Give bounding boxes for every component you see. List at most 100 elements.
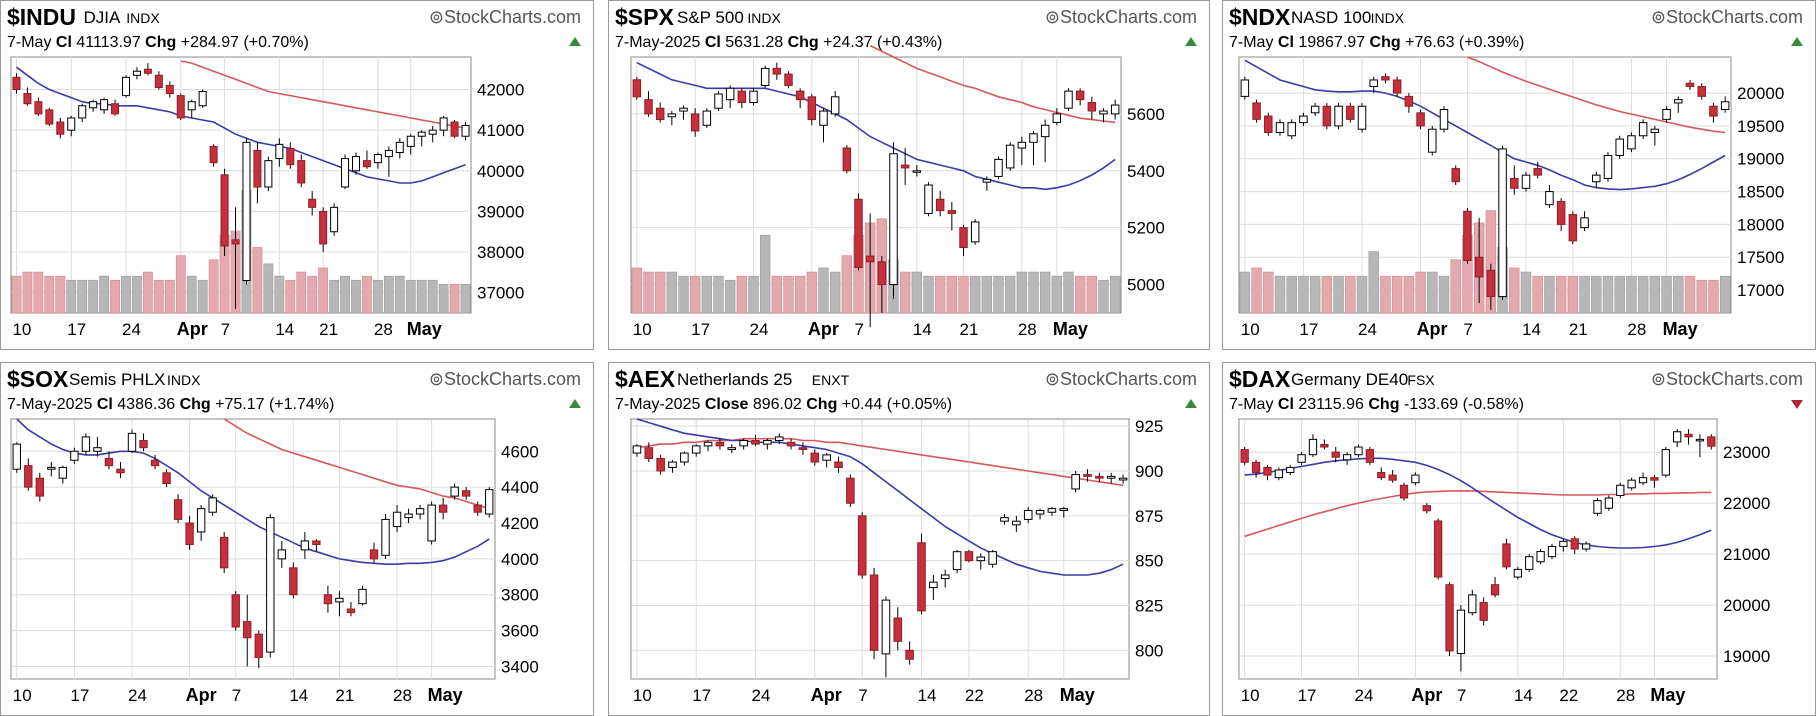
candle-body [988, 551, 997, 565]
volume-bar [841, 255, 853, 314]
candle-up [266, 514, 275, 658]
candle-up [924, 182, 933, 217]
candle-up [702, 108, 712, 129]
candle-up [1017, 136, 1027, 166]
candle-up [1052, 108, 1062, 126]
candle-body [655, 107, 665, 121]
candle-body [185, 522, 194, 546]
chart-panel-aex[interactable]: $AEX Netherlands 25 ENXT ⊚StockCharts.com 7-… [608, 362, 1210, 716]
chart-panel-dax[interactable]: $DAX Germany DE40 FSX ⊚StockCharts.com 7-May… [1222, 362, 1816, 716]
chart-panel-indu[interactable]: $INDU DJIA INDX ⊚StockCharts.com 7-May Cl 41… [0, 0, 594, 350]
volume-bar [55, 275, 66, 314]
chart-info-line: 7-May Cl 19867.97 Chg +76.63 (+0.39%) [1229, 34, 1524, 51]
candle-down [1502, 538, 1511, 570]
candle-body [798, 447, 808, 450]
candle-body [924, 184, 933, 214]
candle-body [35, 477, 44, 497]
candle-up [929, 575, 938, 601]
candle-body [1388, 474, 1397, 481]
chart-name: S&P 500 [677, 8, 744, 27]
volume-bar [1309, 275, 1321, 314]
candle-down [1463, 207, 1472, 264]
candle-body [1593, 500, 1602, 514]
x-tick-label: 21 [1569, 320, 1588, 339]
candle-body [351, 156, 361, 172]
y-tick-label: 23000 [1723, 443, 1770, 462]
candle-body [1377, 472, 1386, 479]
candle-body [1559, 540, 1568, 547]
y-tick-label: 825 [1135, 596, 1163, 615]
candle-down [795, 88, 805, 109]
candle-down [1568, 211, 1578, 245]
candle-up [1525, 554, 1534, 572]
volume-bar [631, 267, 643, 314]
candle-up [1357, 102, 1367, 133]
volume-bar [969, 275, 981, 314]
candle-body [1411, 474, 1420, 484]
chart-panel-sox[interactable]: $SOX Semis PHLX INDX ⊚StockCharts.com 7-May-… [0, 362, 594, 716]
candle-body [1052, 113, 1062, 123]
chart-exchange: INDX [1371, 10, 1405, 26]
candle-up [461, 122, 470, 141]
candle-down [1331, 447, 1340, 463]
candle-body [1456, 609, 1466, 655]
candle-body [1110, 104, 1120, 115]
candle-body [1264, 115, 1273, 133]
candle-down [1365, 447, 1375, 465]
candle-up [739, 438, 748, 450]
trend-up-icon [1185, 37, 1197, 46]
candle-body [751, 440, 760, 445]
y-tick-label: 5400 [1127, 162, 1165, 181]
candle-up [830, 91, 840, 117]
volume-bar [77, 279, 88, 314]
chart-panel-ndx[interactable]: $NDX NASD 100 INDX ⊚StockCharts.com 7-May Cl… [1222, 0, 1816, 350]
candle-up [1334, 102, 1343, 130]
candle-up [774, 433, 784, 445]
chart-watermark: ⊚StockCharts.com [1045, 7, 1197, 27]
candle-body [1451, 168, 1460, 183]
candle-down [905, 641, 914, 665]
volume-bar [121, 275, 131, 314]
chart-panel-spx[interactable]: $SPX S&P 500 INDX ⊚StockCharts.com 7-May-202… [608, 0, 1210, 350]
volume-bar [806, 271, 818, 314]
candle-up [198, 89, 207, 108]
candle-body [632, 445, 642, 454]
candle-up [1604, 495, 1614, 511]
candle-down [644, 91, 653, 117]
x-tick-label: 14 [275, 320, 294, 339]
candle-body [1445, 584, 1454, 652]
candle-body [935, 198, 945, 212]
candle-up [703, 440, 713, 452]
x-tick-label: 10 [633, 320, 652, 339]
candle-body [970, 221, 980, 243]
candle-down [1263, 464, 1272, 481]
candle-down [772, 62, 782, 80]
candle-body [70, 450, 79, 461]
volume-bar [899, 271, 911, 314]
x-tick-label: Apr [811, 685, 842, 705]
candle-body [1059, 508, 1069, 511]
candle-body [346, 608, 356, 614]
volume-bar [1661, 275, 1672, 314]
x-tick-label: 17 [70, 686, 89, 705]
candle-body [1416, 112, 1425, 127]
candle-up [1369, 76, 1378, 94]
candle-up [351, 152, 361, 175]
candle-down [1685, 79, 1695, 90]
chart-exchange: INDX [167, 372, 201, 388]
candle-down [185, 515, 194, 550]
candle-body [1479, 602, 1488, 621]
candle-down [1377, 467, 1386, 481]
candle-up [127, 429, 137, 454]
volume-bar [666, 271, 678, 314]
candle-body [1490, 584, 1500, 596]
candle-body [242, 141, 251, 281]
chart-info-line: 7-May-2025 Cl 5631.28 Chg +24.37 (+0.43%… [615, 34, 942, 51]
chart-name: DJIA [84, 8, 122, 27]
candle-body [1547, 545, 1557, 558]
candle-body [1521, 174, 1531, 189]
candle-body [1299, 115, 1308, 124]
x-tick-label: 10 [633, 686, 652, 705]
y-tick-label: 4000 [501, 550, 539, 569]
volume-bar [818, 267, 829, 314]
